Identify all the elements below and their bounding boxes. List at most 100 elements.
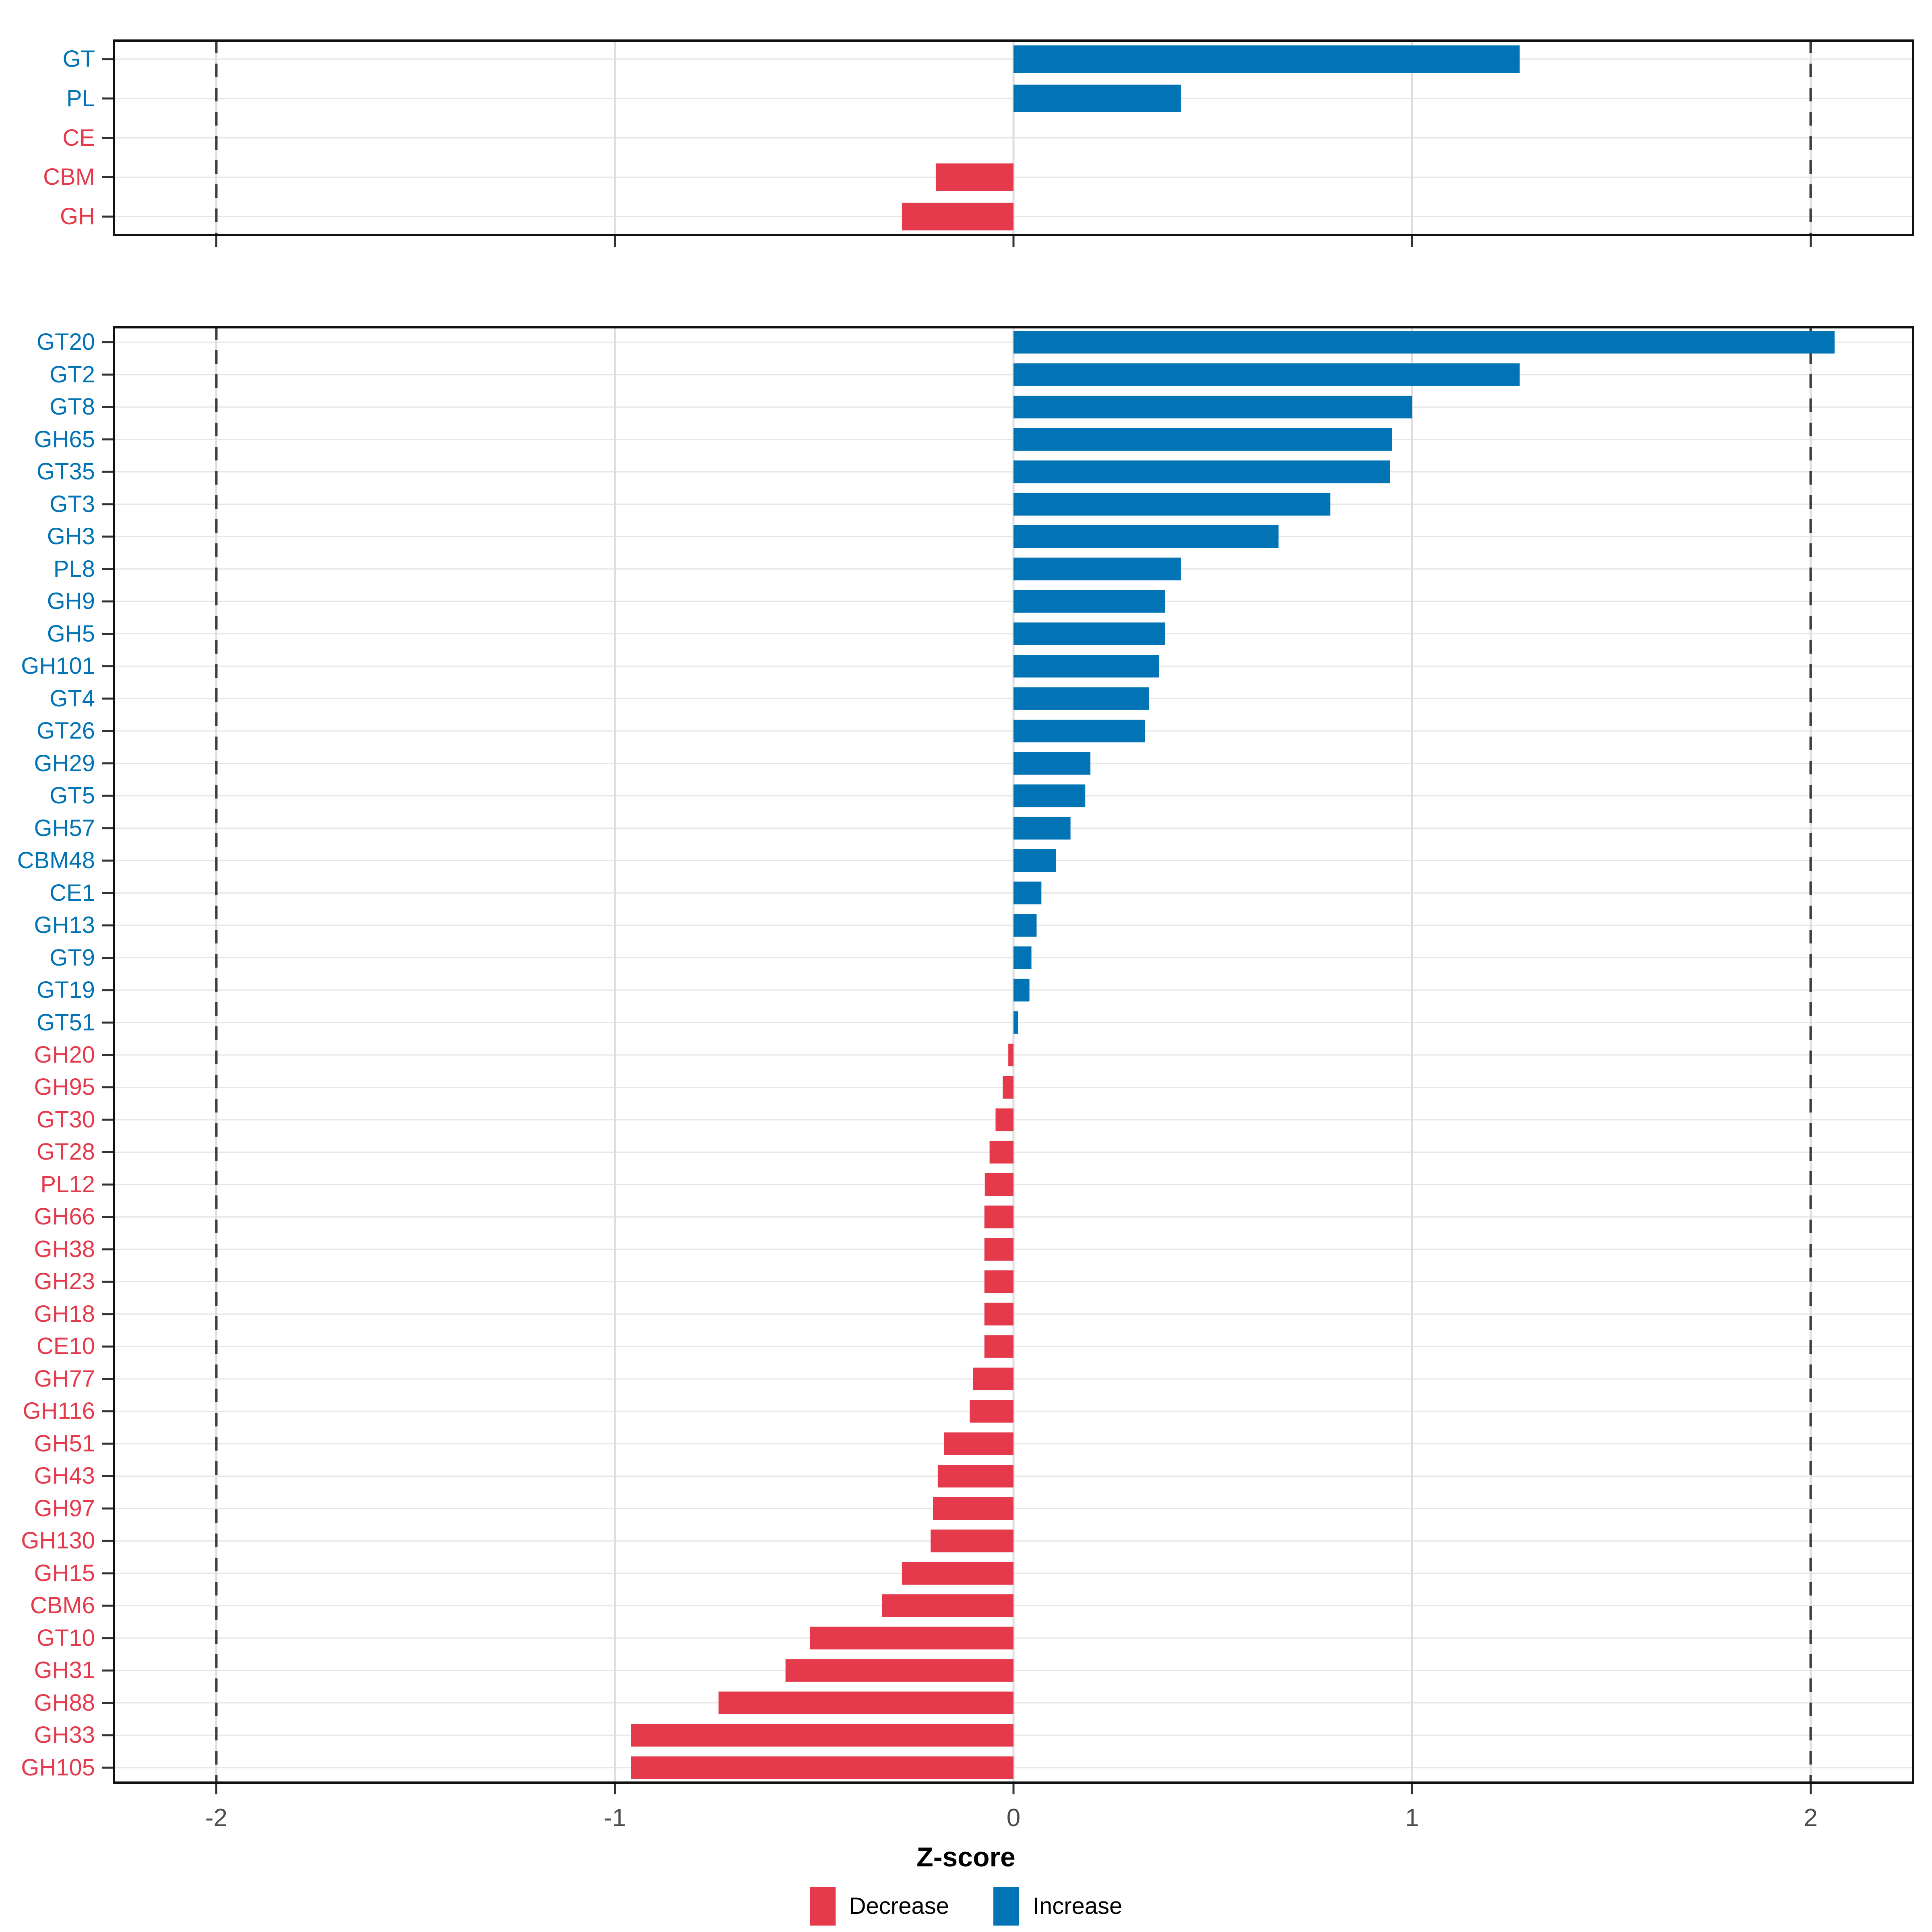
legend-label: Increase xyxy=(1032,1893,1123,1919)
bar-GH29 xyxy=(1013,752,1091,775)
bar-GH18 xyxy=(984,1302,1013,1326)
y-label-CE: CE xyxy=(62,124,95,151)
x-tick-label: 0 xyxy=(1007,1804,1020,1832)
y-label-GT5: GT5 xyxy=(50,782,95,809)
bar-GH5 xyxy=(1013,622,1165,645)
y-label-GH43: GH43 xyxy=(34,1463,95,1489)
y-label-GH95: GH95 xyxy=(34,1074,95,1100)
bar-GH3 xyxy=(1013,525,1279,548)
bar-GH xyxy=(902,202,1013,231)
bar-GT9 xyxy=(1013,946,1032,969)
y-label-GH5: GH5 xyxy=(47,620,95,647)
bar-GT2 xyxy=(1013,363,1520,386)
bar-CE1 xyxy=(1013,881,1042,904)
bar-GT xyxy=(1013,45,1520,73)
bar-GH23 xyxy=(984,1270,1013,1293)
legend-swatch-increase xyxy=(993,1887,1019,1926)
bar-GH38 xyxy=(984,1238,1013,1261)
y-label-GH15: GH15 xyxy=(34,1560,95,1586)
x-tick-label: -1 xyxy=(604,1804,626,1832)
bar-PL8 xyxy=(1013,557,1181,580)
y-label-PL12: PL12 xyxy=(40,1171,95,1197)
y-label-GT: GT xyxy=(62,45,95,72)
bar-PL12 xyxy=(985,1173,1013,1196)
bar-GH31 xyxy=(785,1659,1013,1682)
bar-GH66 xyxy=(984,1205,1013,1228)
x-tick-label: 2 xyxy=(1804,1804,1817,1832)
bar-GT35 xyxy=(1013,460,1390,483)
bar-GT4 xyxy=(1013,687,1149,710)
cazyme-families-plot-area: -2 -1 0 1 2 xyxy=(102,326,1914,1832)
y-label-GT26: GT26 xyxy=(36,718,95,744)
y-label-GH77: GH77 xyxy=(34,1365,95,1392)
bar-GT26 xyxy=(1013,719,1145,743)
y-label-GH130: GH130 xyxy=(21,1527,95,1554)
bar-GT8 xyxy=(1013,396,1412,419)
bar-GT30 xyxy=(995,1108,1013,1131)
y-label-PL8: PL8 xyxy=(53,555,95,582)
bar-GT51 xyxy=(1013,1011,1018,1034)
bar-GT28 xyxy=(989,1141,1013,1164)
y-label-GH116: GH116 xyxy=(23,1398,95,1424)
legend-item-decrease: Decrease xyxy=(809,1887,949,1926)
legend: Decrease Increase xyxy=(0,1887,1932,1926)
bar-GH57 xyxy=(1013,817,1071,840)
bottom-panel-families: -2 -1 0 1 2 GT20 GT2 GT8 GH65 GT35 GT3 GH3 PL8 GH9 GH5… xyxy=(0,326,1932,1832)
bar-GH95 xyxy=(1003,1076,1013,1099)
bar-GH105 xyxy=(631,1756,1013,1779)
y-label-GH3: GH3 xyxy=(47,523,95,550)
y-label-GT9: GT9 xyxy=(50,944,95,971)
bar-GH88 xyxy=(718,1691,1013,1714)
bar-GH65 xyxy=(1013,428,1392,451)
y-label-GT30: GT30 xyxy=(36,1106,95,1133)
y-label-GH20: GH20 xyxy=(34,1042,95,1068)
bar-CBM48 xyxy=(1013,849,1056,872)
bar-GH33 xyxy=(631,1724,1013,1747)
bar-GT5 xyxy=(1013,784,1086,807)
y-label-GH105: GH105 xyxy=(21,1754,95,1781)
y-label-GH88: GH88 xyxy=(34,1689,95,1716)
x-tick-label: -2 xyxy=(205,1804,227,1832)
y-label-GH31: GH31 xyxy=(34,1657,95,1684)
bar-CBM6 xyxy=(882,1594,1013,1617)
y-label-GH13: GH13 xyxy=(34,912,95,939)
y-label-GH57: GH57 xyxy=(34,815,95,841)
y-label-CBM: CBM xyxy=(43,164,95,190)
y-label-GH33: GH33 xyxy=(34,1722,95,1748)
bar-GH13 xyxy=(1013,914,1037,937)
y-label-GH51: GH51 xyxy=(34,1430,95,1457)
y-label-GH9: GH9 xyxy=(47,588,95,615)
y-label-GH65: GH65 xyxy=(34,426,95,452)
y-label-GT35: GT35 xyxy=(36,458,95,485)
legend-swatch-decrease xyxy=(809,1887,836,1926)
bar-GH20 xyxy=(1008,1043,1013,1067)
bar-GH130 xyxy=(931,1530,1013,1552)
y-label-GH23: GH23 xyxy=(34,1268,95,1295)
bar-GH97 xyxy=(933,1497,1013,1520)
y-label-GT20: GT20 xyxy=(36,329,95,355)
panel-border xyxy=(113,39,1914,236)
legend-label: Decrease xyxy=(849,1893,949,1919)
bar-GH9 xyxy=(1013,590,1165,613)
y-label-CBM6: CBM6 xyxy=(30,1592,95,1619)
top-panel-classes: GT PL CE CBM GH xyxy=(0,39,1932,247)
bar-CE10 xyxy=(984,1335,1013,1358)
x-tick-label: 1 xyxy=(1405,1804,1419,1832)
y-label-GH38: GH38 xyxy=(34,1236,95,1262)
y-label-GH18: GH18 xyxy=(34,1300,95,1327)
y-label-GH97: GH97 xyxy=(34,1495,95,1521)
y-label-GH66: GH66 xyxy=(34,1203,95,1230)
x-axis-title: Z-score xyxy=(916,1842,1016,1872)
bar-GH116 xyxy=(970,1400,1013,1423)
y-label-GT19: GT19 xyxy=(36,977,95,1003)
bar-GH15 xyxy=(902,1562,1013,1585)
bar-GT20 xyxy=(1013,331,1835,354)
y-label-GH101: GH101 xyxy=(21,653,95,679)
cazyme-class-summary-plot-area xyxy=(102,39,1914,247)
y-label-GT2: GT2 xyxy=(50,361,95,388)
y-label-CBM48: CBM48 xyxy=(17,847,95,874)
bar-CBM xyxy=(935,163,1013,191)
bar-GH43 xyxy=(937,1465,1013,1488)
y-label-GT51: GT51 xyxy=(36,1009,95,1036)
y-label-GH29: GH29 xyxy=(34,750,95,776)
